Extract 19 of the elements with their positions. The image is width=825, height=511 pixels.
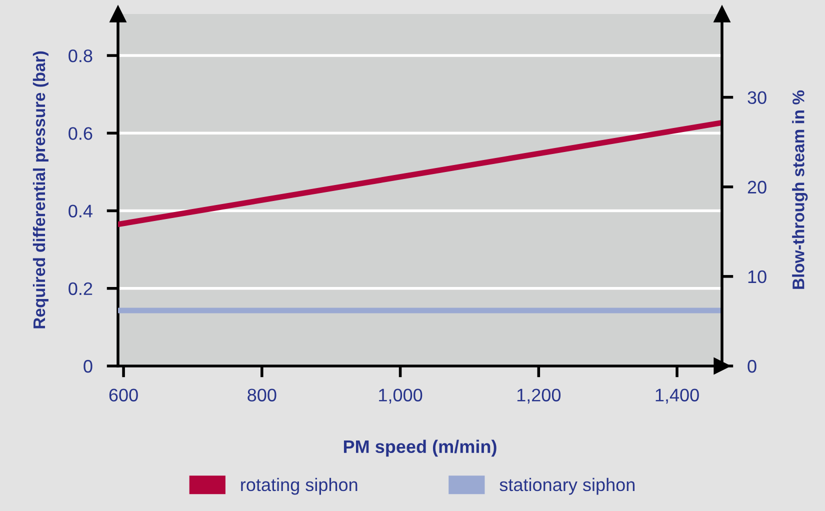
x-tick-label: 1,000 xyxy=(379,388,422,404)
legend-label: rotating siphon xyxy=(241,478,358,495)
x-axis-title: PM speed (m/min) xyxy=(344,440,496,457)
x-tick-label: 600 xyxy=(109,388,138,402)
y2-axis-title: Blow-through steam in % xyxy=(792,90,808,289)
y-tick-label: 0.6 xyxy=(68,127,92,140)
legend-label: stationary siphon xyxy=(500,478,634,495)
y-tick-label: 0.4 xyxy=(68,204,92,218)
y2-tick-label: 0 xyxy=(748,360,756,373)
y-tick-label: 0.8 xyxy=(68,49,92,62)
y-tick-label: 0.2 xyxy=(68,282,92,296)
y2-tick-label: 20 xyxy=(748,180,766,194)
x-tick-label: 1,200 xyxy=(517,388,561,404)
x-tick-label: 1,400 xyxy=(656,388,699,404)
y-tick-label: 0 xyxy=(84,360,92,373)
y2-tick-label: 10 xyxy=(748,270,766,284)
y2-tick-label: 30 xyxy=(748,91,766,104)
x-tick-label: 800 xyxy=(248,388,276,402)
y-axis-title: Required differential pressure (bar) xyxy=(32,51,48,328)
